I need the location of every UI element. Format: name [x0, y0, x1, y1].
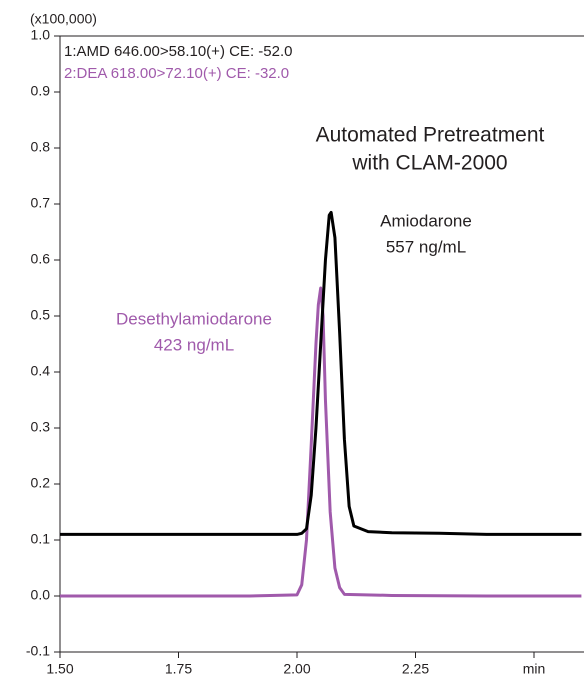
x-tick-label: min: [523, 661, 546, 677]
chromatogram-line: [60, 210, 582, 536]
y-tick-label: 0.6: [31, 251, 51, 267]
x-tick-label: 2.25: [402, 661, 429, 677]
x-tick-label: 1.50: [46, 661, 73, 677]
chart-title: Automated Pretreatment: [316, 124, 545, 147]
y-tick-label: 0.5: [31, 307, 51, 323]
y-tick-label: -0.1: [26, 643, 50, 659]
x-tick-label: 2.00: [283, 661, 310, 677]
plot-area: [60, 210, 582, 598]
y-tick-label: 1.0: [31, 27, 51, 43]
chart-title: with CLAM-2000: [351, 152, 507, 175]
peak-annotation: 423 ng/mL: [154, 335, 234, 354]
peak-annotation: Desethylamiodarone: [116, 309, 272, 328]
peak-annotation: Amiodarone: [380, 211, 472, 230]
y-tick-label: 0.0: [31, 587, 51, 603]
y-tick-label: 0.1: [31, 531, 51, 547]
y-tick-label: 0.8: [31, 139, 51, 155]
channel-label: 2:DEA 618.00>72.10(+) CE: -32.0: [64, 65, 289, 82]
y-tick-label: 0.4: [31, 363, 51, 379]
y-tick-label: 0.9: [31, 83, 51, 99]
channel-label: 1:AMD 646.00>58.10(+) CE: -52.0: [64, 43, 292, 60]
y-tick-label: 0.7: [31, 195, 51, 211]
x-tick-label: 1.75: [165, 661, 192, 677]
peak-annotation: 557 ng/mL: [386, 237, 466, 256]
y-tick-label: 0.3: [31, 419, 51, 435]
y-unit-label: (x100,000): [30, 11, 97, 27]
y-tick-label: 0.2: [31, 475, 51, 491]
